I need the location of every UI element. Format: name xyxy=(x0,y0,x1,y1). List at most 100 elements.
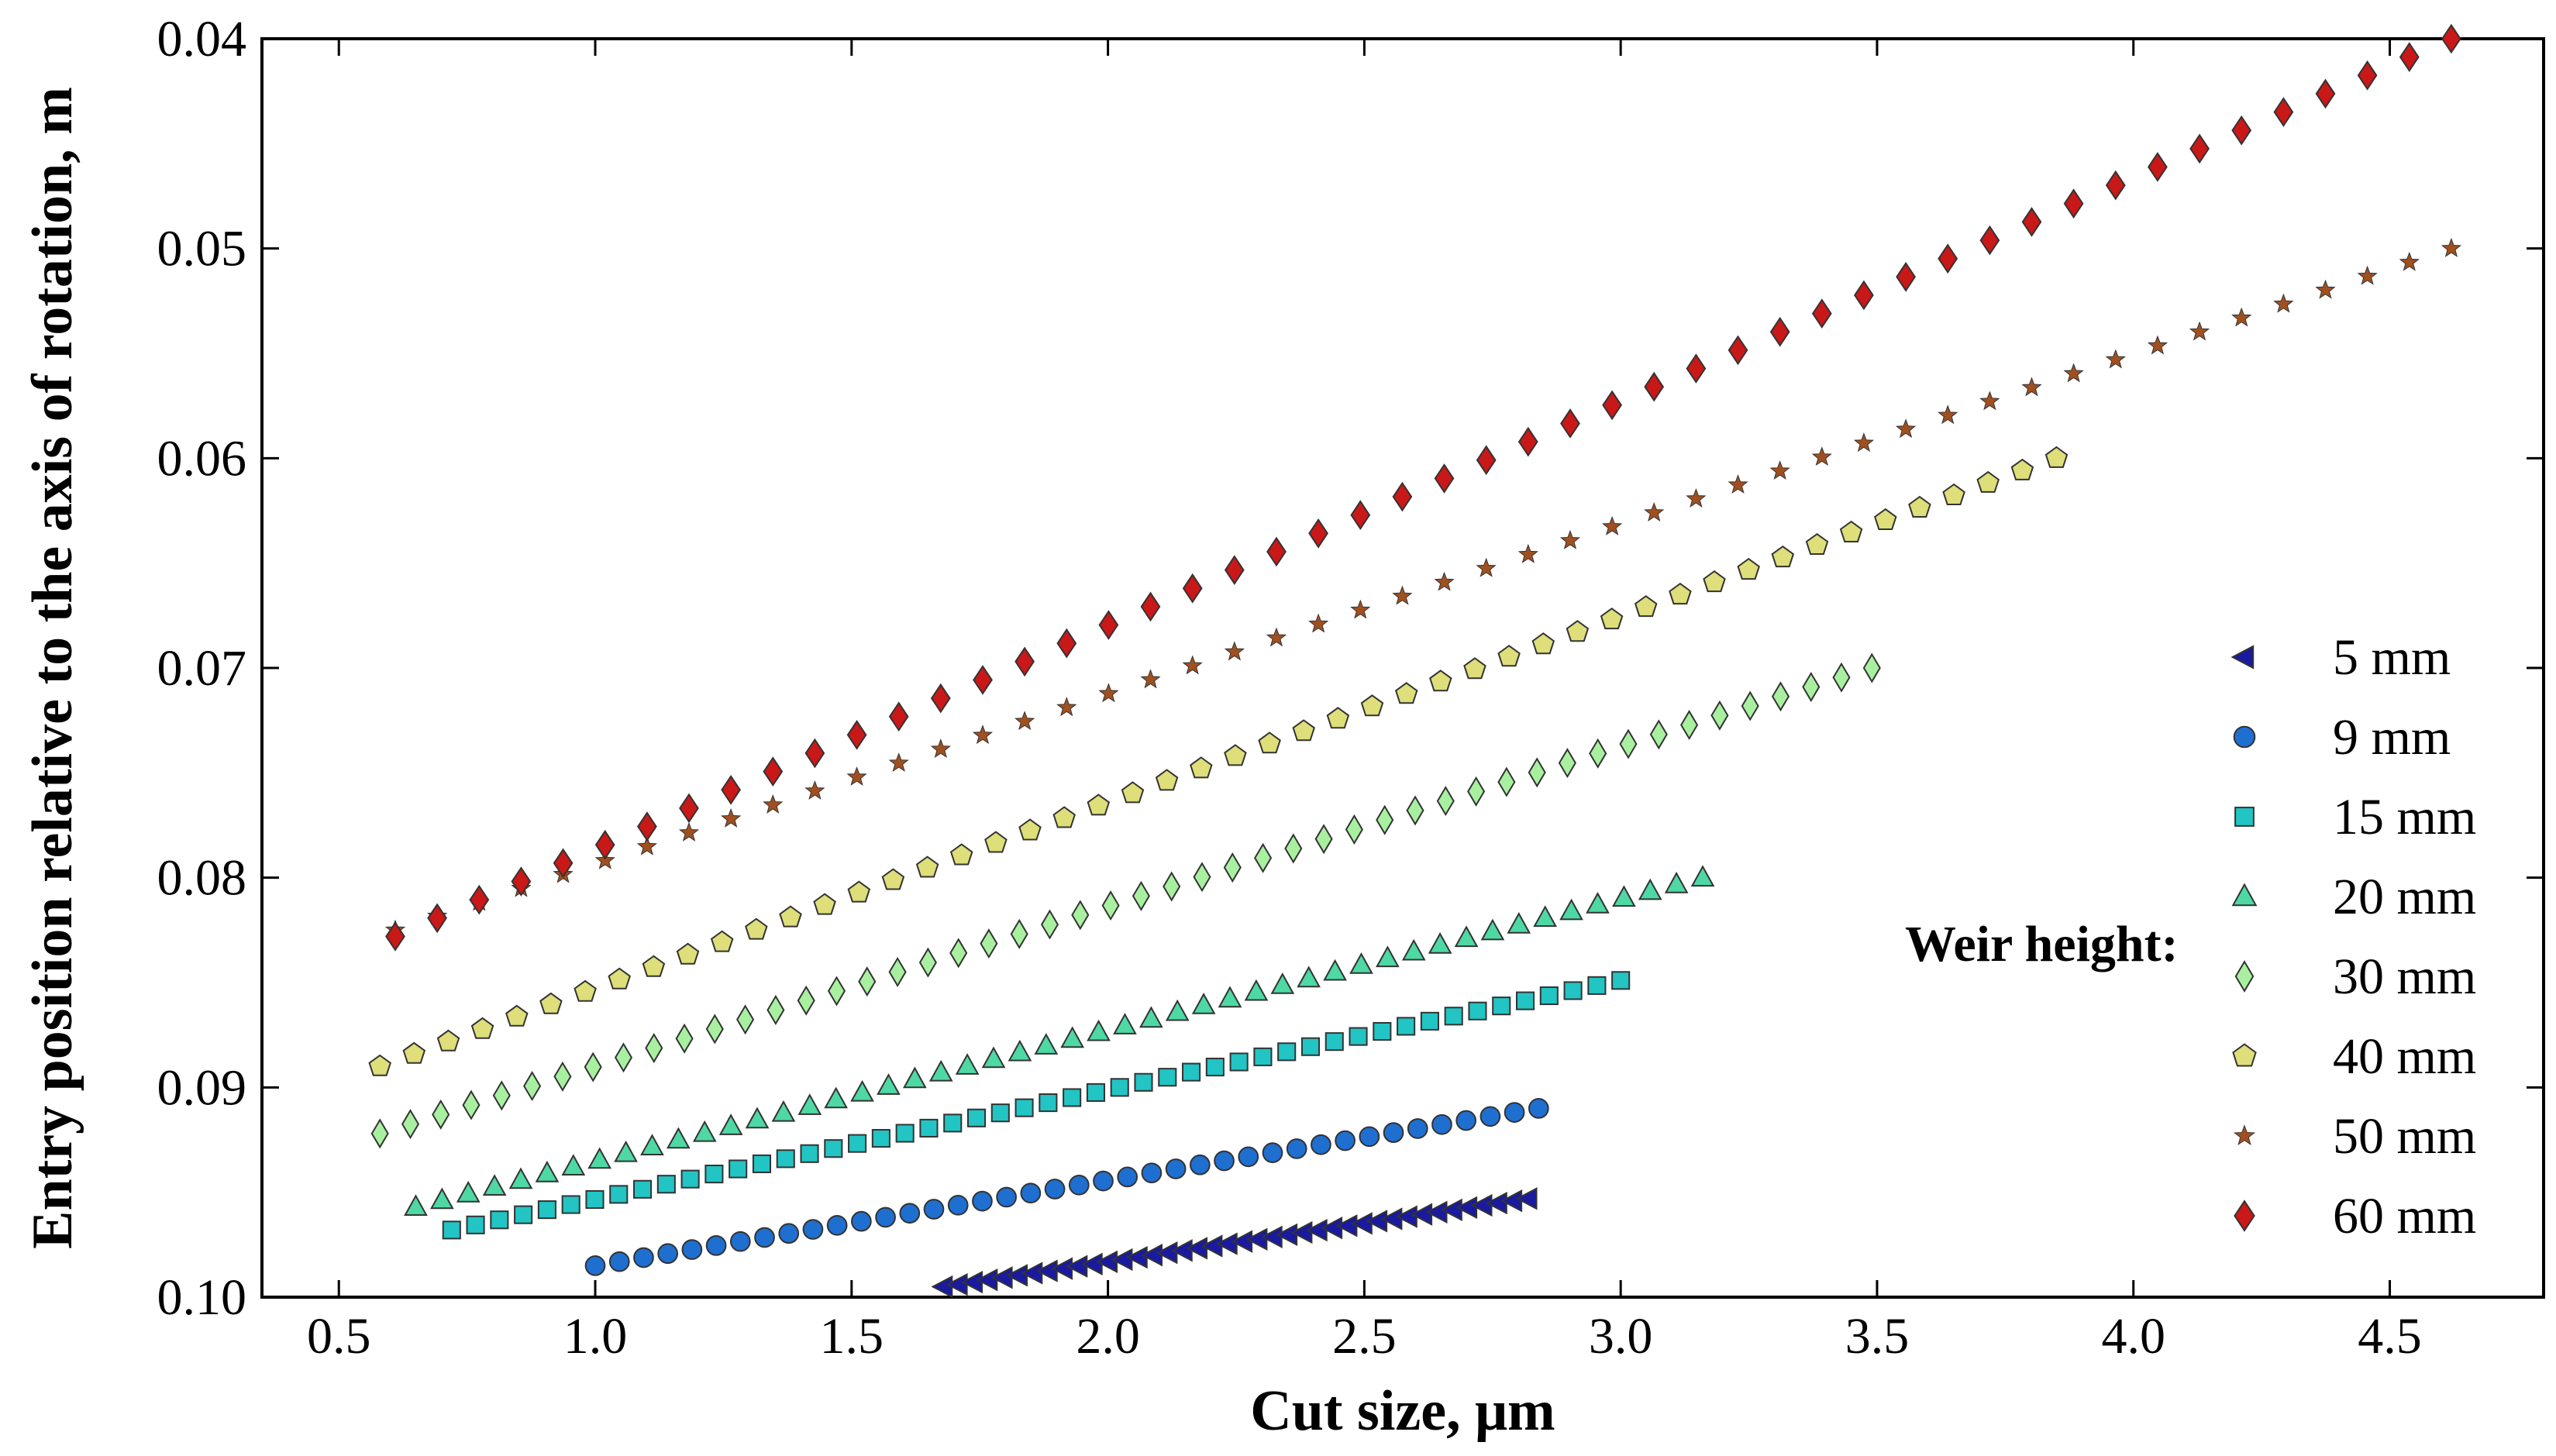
data-point xyxy=(1420,1011,1439,1031)
plot-area xyxy=(260,37,2545,1299)
data-point xyxy=(1686,488,1707,508)
data-point xyxy=(745,917,768,940)
legend-marker xyxy=(2233,725,2256,749)
data-point xyxy=(846,719,867,750)
data-point xyxy=(1559,898,1583,921)
data-point xyxy=(1098,610,1119,640)
data-point xyxy=(1018,818,1042,841)
data-point xyxy=(1191,993,1216,1014)
y-tick-label: 0.04 xyxy=(157,11,247,67)
data-point xyxy=(442,1220,461,1240)
data-point xyxy=(1224,555,1245,586)
data-point xyxy=(1401,938,1426,961)
x-tick-label: 0.5 xyxy=(307,1308,371,1365)
data-point xyxy=(561,1195,580,1214)
data-point xyxy=(1476,445,1497,476)
data-point xyxy=(404,1194,428,1216)
data-point xyxy=(2021,377,2042,397)
data-point xyxy=(1528,757,1546,788)
data-point xyxy=(981,1046,1006,1069)
data-point xyxy=(679,793,699,824)
data-point xyxy=(1638,878,1662,900)
data-point xyxy=(1349,1027,1368,1046)
data-point xyxy=(1497,645,1521,667)
data-point xyxy=(505,1004,529,1027)
data-point xyxy=(1325,1032,1344,1052)
data-point xyxy=(1895,418,1917,439)
data-point xyxy=(1224,641,1245,661)
x-tick-label: 4.5 xyxy=(2358,1308,2422,1365)
data-point xyxy=(1205,1057,1225,1077)
data-point xyxy=(469,884,490,915)
data-point xyxy=(1098,683,1119,703)
data-point xyxy=(1769,460,1790,480)
series-5-mm xyxy=(931,1187,1538,1299)
series-20-mm xyxy=(404,865,1715,1216)
data-point xyxy=(401,1109,420,1140)
data-point xyxy=(923,1199,945,1220)
data-point xyxy=(1517,426,1538,457)
data-point xyxy=(1266,627,1287,647)
data-point xyxy=(797,985,815,1016)
data-point xyxy=(947,1194,969,1216)
y-tick-label: 0.08 xyxy=(157,850,247,907)
data-point xyxy=(704,1165,724,1184)
data-point xyxy=(804,780,825,800)
data-point xyxy=(949,843,973,866)
data-point xyxy=(930,683,951,714)
data-point xyxy=(1771,545,1795,568)
data-point xyxy=(1649,719,1668,750)
data-point xyxy=(1492,996,1511,1016)
data-point xyxy=(1010,918,1028,949)
data-point xyxy=(1811,298,1832,329)
data-point xyxy=(574,979,597,1002)
data-point xyxy=(919,1118,939,1138)
data-point xyxy=(1531,632,1555,655)
legend-label: 30 mm xyxy=(2333,948,2476,1005)
data-point xyxy=(824,1086,848,1109)
data-point xyxy=(1140,669,1161,689)
data-point xyxy=(710,930,734,952)
data-point xyxy=(676,942,700,965)
legend-label: 5 mm xyxy=(2333,629,2451,686)
data-point xyxy=(656,1175,676,1194)
data-point xyxy=(1117,1166,1138,1188)
data-point xyxy=(858,966,877,997)
data-point xyxy=(1034,1033,1059,1055)
data-point xyxy=(2273,293,2294,313)
data-point xyxy=(826,1214,848,1236)
data-point xyxy=(1436,786,1455,817)
data-point xyxy=(1132,880,1150,911)
data-point xyxy=(1223,852,1242,883)
data-point xyxy=(1182,655,1203,675)
data-point xyxy=(1728,474,1748,494)
data-point xyxy=(2441,237,2462,257)
data-point xyxy=(537,1200,556,1220)
data-point xyxy=(1444,1007,1463,1026)
data-point xyxy=(871,1129,890,1148)
data-point xyxy=(1014,711,1035,731)
data-point xyxy=(1155,769,1179,791)
data-point xyxy=(1182,573,1203,604)
data-point xyxy=(1071,900,1090,931)
data-point xyxy=(667,1127,691,1149)
data-point xyxy=(1056,628,1077,659)
legend-title: Weir height: xyxy=(1905,916,2179,972)
data-point xyxy=(2010,458,2034,480)
data-point xyxy=(721,775,742,805)
data-point xyxy=(1140,591,1161,622)
data-point xyxy=(771,1100,796,1122)
data-point xyxy=(584,1255,606,1276)
data-point xyxy=(1515,991,1535,1010)
data-point xyxy=(875,1206,896,1228)
data-point xyxy=(1467,776,1486,807)
data-point xyxy=(1262,1142,1283,1164)
y-tick-label: 0.09 xyxy=(157,1059,247,1116)
data-point xyxy=(370,1118,389,1149)
data-point xyxy=(1832,662,1851,693)
data-point xyxy=(1476,557,1497,577)
data-point xyxy=(1335,1130,1356,1151)
data-point xyxy=(2357,60,2378,91)
data-point xyxy=(402,1041,426,1064)
data-point xyxy=(553,848,574,879)
